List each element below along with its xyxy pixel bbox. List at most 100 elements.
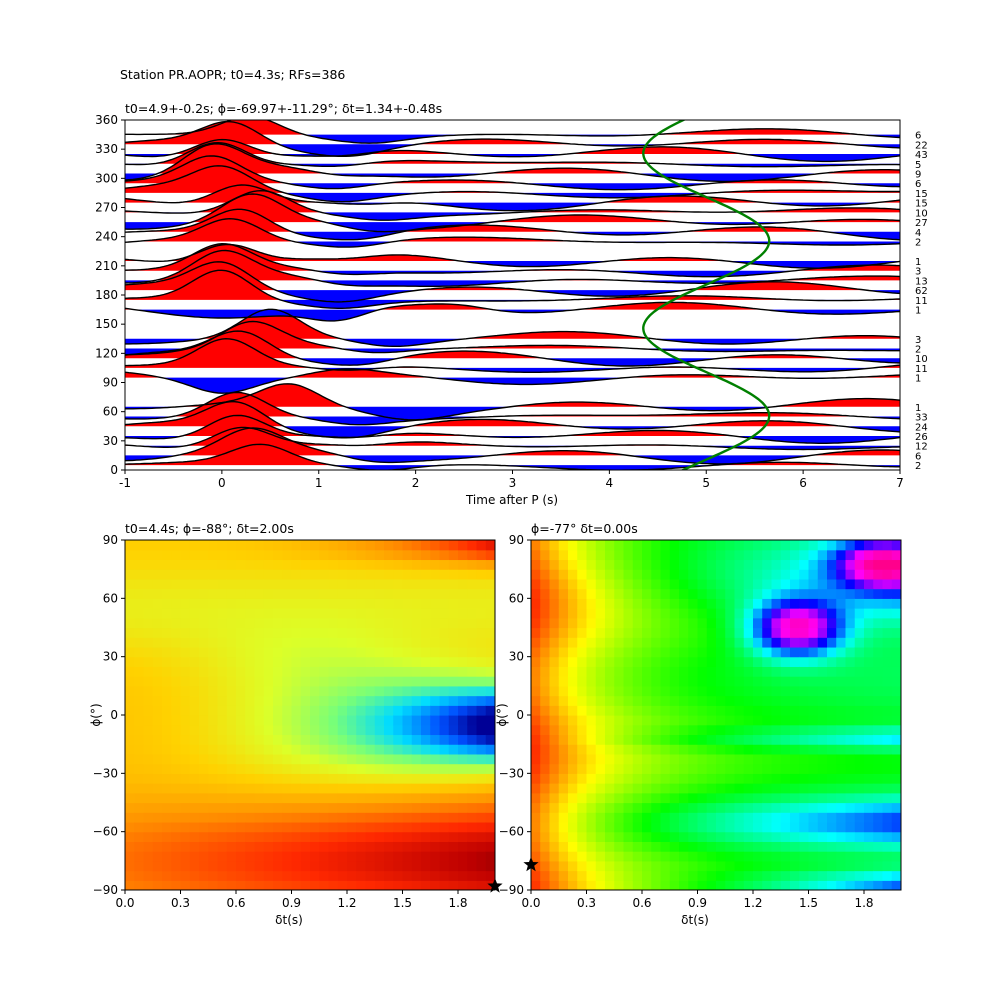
energy-grid-right-cell (669, 831, 680, 842)
energy-grid-left-cell (171, 841, 182, 852)
energy-grid-left-cell (300, 549, 311, 561)
energy-grid-right-cell (651, 744, 662, 755)
energy-grid-right-cell (568, 724, 578, 736)
x-tick-label: 0.0 (521, 896, 540, 910)
energy-grid-left-cell (273, 705, 283, 716)
energy-grid-right-cell (882, 831, 893, 842)
energy-grid-right-cell (660, 802, 671, 813)
energy-grid-right-cell (706, 724, 717, 736)
energy-grid-right-cell (679, 880, 689, 890)
energy-grid-left-cell (125, 870, 135, 881)
trace-count-label: 15 (915, 189, 928, 200)
energy-grid-right-cell (642, 851, 652, 862)
energy-grid-right-cell (595, 549, 606, 561)
energy-grid-left-cell (300, 666, 311, 677)
energy-grid-right-cell (549, 695, 560, 706)
energy-grid-left-cell (402, 715, 413, 726)
energy-grid-right-cell (595, 627, 606, 638)
energy-grid-right-cell (558, 812, 569, 823)
energy-grid-left-cell (310, 734, 320, 745)
energy-grid-left-cell (263, 685, 274, 697)
energy-grid-left-cell (291, 860, 302, 872)
energy-grid-left-cell (291, 666, 302, 677)
energy-grid-right-cell (688, 608, 699, 619)
energy-grid-right-cell (586, 812, 597, 823)
energy-grid-left-cell (458, 549, 468, 561)
energy-grid-left-cell (448, 763, 459, 774)
energy-grid-right-cell (734, 637, 745, 648)
energy-grid-left-cell (374, 578, 385, 590)
energy-grid-left-cell (374, 646, 385, 658)
energy-grid-left-cell (485, 773, 495, 784)
energy-grid-right-cell (864, 783, 874, 794)
energy-grid-right-cell (549, 860, 560, 872)
energy-grid-right-cell (743, 578, 754, 590)
energy-grid-right-cell (614, 773, 625, 784)
energy-grid-left-cell (291, 753, 302, 765)
energy-grid-right-cell (743, 569, 754, 580)
energy-grid-left-cell (310, 783, 320, 794)
best-fit-star-icon (523, 856, 539, 872)
energy-grid-left-cell (226, 608, 237, 619)
energy-grid-right-cell (623, 569, 634, 580)
energy-grid-left-cell (310, 792, 320, 804)
trace-negative-fill (125, 173, 900, 182)
energy-grid-left-cell (421, 821, 431, 833)
energy-grid-right-cell (817, 549, 828, 561)
trace-count-label: 22 (915, 140, 928, 151)
energy-grid-left-cell (226, 870, 237, 881)
energy-grid-right-cell (734, 608, 745, 619)
energy-grid-right-cell (725, 617, 736, 629)
energy-grid-left-cell (217, 598, 228, 609)
energy-grid-right-cell (706, 831, 717, 842)
energy-grid-right-cell (679, 870, 689, 881)
energy-grid-left-cell (189, 695, 200, 706)
energy-grid-left-cell (180, 695, 191, 706)
energy-grid-left-cell (300, 617, 311, 629)
energy-grid-left-cell (328, 540, 339, 551)
energy-grid-right-cell (706, 715, 717, 726)
energy-grid-left-cell (411, 744, 422, 755)
trace-positive-fill (125, 244, 900, 261)
energy-grid-right-cell (734, 831, 745, 842)
trace-negative-fill (125, 348, 900, 355)
energy-grid-left-cell (134, 695, 145, 706)
trace-negative-fill (125, 299, 900, 309)
energy-grid-right-cell (780, 860, 791, 872)
energy-grid-left-cell (189, 617, 200, 629)
energy-grid-left-cell (217, 695, 228, 706)
energy-grid-right-cell (743, 685, 754, 697)
energy-grid-right-cell (753, 598, 763, 609)
energy-grid-right-cell (743, 831, 754, 842)
energy-grid-right-cell (864, 841, 874, 852)
energy-grid-right-cell (799, 695, 810, 706)
energy-grid-left-cell (199, 773, 209, 784)
energy-grid-right-cell (540, 559, 551, 570)
energy-grid-right-cell (762, 831, 773, 842)
energy-grid-right-cell (716, 724, 726, 736)
energy-grid-right-cell (540, 870, 551, 881)
energy-grid-left-cell (328, 802, 339, 813)
energy-grid-left-cell (337, 821, 348, 833)
energy-grid-left-cell (199, 851, 209, 862)
energy-grid-right-cell (882, 860, 893, 872)
energy-grid-left-cell (273, 880, 283, 890)
energy-grid-right-cell (753, 812, 763, 823)
trace-positive-fill (125, 338, 900, 368)
energy-grid-left-cell (189, 705, 200, 716)
energy-grid-right-cell (753, 627, 763, 638)
energy-grid-right-cell (780, 676, 791, 687)
energy-grid-right-cell (836, 559, 847, 570)
energy-grid-right-cell (827, 851, 837, 862)
energy-grid-left-cell (282, 705, 293, 716)
energy-grid-left-cell (189, 821, 200, 833)
energy-grid-left-cell (374, 821, 385, 833)
energy-grid-left-cell (226, 821, 237, 833)
energy-grid-right-cell (586, 598, 597, 609)
energy-grid-right-cell (743, 783, 754, 794)
energy-grid-left-cell (328, 724, 339, 736)
energy-grid-right-cell (697, 744, 708, 755)
energy-grid-left-cell (374, 559, 385, 570)
energy-grid-right-cell (540, 588, 551, 599)
energy-grid-left-cell (273, 783, 283, 794)
